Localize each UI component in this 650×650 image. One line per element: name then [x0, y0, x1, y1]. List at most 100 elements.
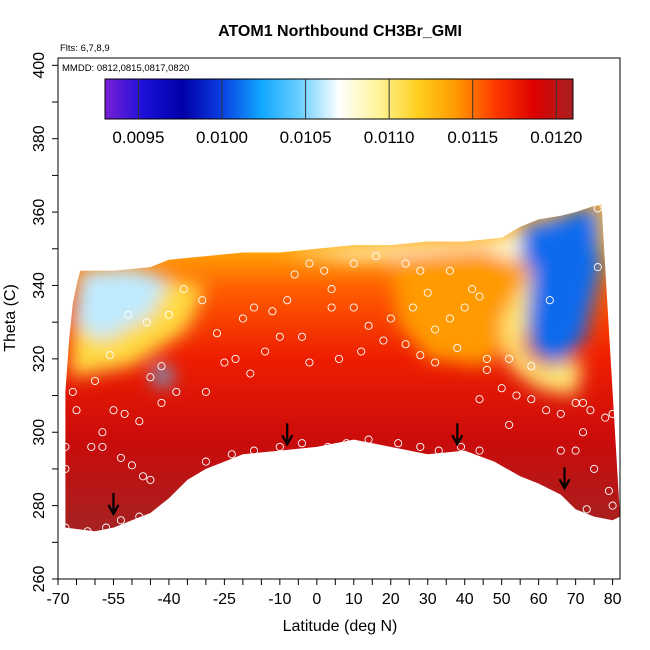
- sample-point: [371, 252, 381, 261]
- sample-point: [327, 285, 336, 294]
- x-axis: -70 -55 -40 -25 -10 0 10 20 30 40 50 60 70 80: [46, 579, 622, 608]
- sample-point: [408, 303, 417, 312]
- sample-point: [90, 376, 100, 385]
- sample-point: [445, 314, 454, 323]
- sample-point: [545, 296, 554, 305]
- sample-point: [164, 310, 173, 319]
- sample-point: [349, 303, 358, 312]
- sample-point: [275, 442, 284, 451]
- plot-area: [61, 204, 620, 536]
- sample-point: [146, 373, 155, 382]
- colorbar-tick-label: 0.0105: [280, 128, 332, 147]
- sample-point: [290, 270, 299, 279]
- x-tick-label: -55: [102, 591, 125, 608]
- sample-point: [556, 446, 565, 455]
- sample-point: [268, 307, 277, 316]
- x-axis-title: Latitude (deg N): [283, 618, 398, 635]
- sample-point: [505, 420, 514, 429]
- dates-note: MMDD: 0812,0815,0817,0820: [62, 63, 189, 74]
- y-tick-label: 320: [31, 345, 48, 372]
- sample-point: [482, 354, 491, 363]
- down-arrow: [107, 492, 120, 517]
- sample-point: [61, 523, 70, 532]
- y-tick-label: 340: [31, 272, 48, 299]
- colorbar-tick-label: 0.0100: [196, 128, 248, 147]
- field-zone-north-margin-yellow: [501, 267, 583, 396]
- sample-point: [135, 512, 144, 521]
- sample-point: [379, 336, 388, 345]
- sample-point: [416, 266, 425, 275]
- sample-point: [327, 303, 336, 312]
- sample-point: [386, 314, 395, 323]
- sample-point: [179, 285, 188, 294]
- y-tick-label: 360: [31, 199, 48, 226]
- sample-point: [116, 453, 125, 462]
- sample-point: [542, 406, 551, 415]
- sample-point: [431, 325, 440, 334]
- x-tick-label: 70: [567, 591, 585, 608]
- sample-point: [157, 362, 166, 371]
- sample-point: [146, 475, 155, 484]
- y-tick-label: 260: [31, 566, 48, 593]
- sample-point: [349, 259, 358, 268]
- x-tick-label: 40: [456, 591, 474, 608]
- sample-point: [556, 409, 565, 418]
- down-arrow: [451, 423, 464, 447]
- sample-point: [468, 285, 477, 294]
- field-zone-low-ch3br-north: [520, 204, 602, 367]
- sample-point: [593, 204, 602, 213]
- field-zones: [69, 204, 602, 396]
- sample-point: [220, 358, 229, 367]
- sample-point: [201, 387, 210, 396]
- y-tick-label: 380: [31, 125, 48, 152]
- x-tick-label: 0: [312, 591, 321, 608]
- sample-point: [98, 428, 107, 437]
- sample-point: [305, 259, 314, 268]
- sample-point: [401, 340, 410, 349]
- x-tick-label: -25: [213, 591, 236, 608]
- field-zone-low-ch3br-south-pocket: [154, 366, 173, 385]
- sample-point: [586, 406, 595, 415]
- sample-point: [105, 351, 114, 360]
- x-tick-label: 30: [419, 591, 437, 608]
- sample-point: [120, 409, 129, 418]
- down-arrow: [558, 467, 571, 491]
- plot-frame: [57, 57, 621, 580]
- sample-point: [201, 457, 210, 466]
- sample-point: [582, 505, 591, 514]
- sample-point: [102, 523, 111, 532]
- sample-point: [231, 354, 240, 363]
- sample-point: [227, 450, 236, 459]
- colorbar-ticks: 0.0095 0.0100 0.0105 0.0110 0.0115 0.0120: [112, 79, 582, 147]
- sample-point: [497, 384, 506, 393]
- x-tick-label: 10: [345, 591, 363, 608]
- y-axis: 260 280 300 320 340 360 380 400: [31, 52, 58, 592]
- sample-point: [238, 314, 247, 323]
- sample-point: [505, 354, 514, 363]
- sample-point: [460, 303, 469, 312]
- sample-point: [456, 442, 466, 451]
- arrow-markers: [107, 423, 571, 517]
- sample-point: [297, 332, 307, 341]
- sample-point: [323, 442, 332, 451]
- sample-point: [578, 428, 588, 437]
- sample-point: [61, 464, 70, 473]
- sample-point: [172, 387, 181, 396]
- x-tick-label: 50: [493, 591, 511, 608]
- y-tick-label: 300: [31, 419, 48, 446]
- sample-point: [334, 354, 344, 363]
- sample-point: [401, 259, 410, 268]
- colorbar-tick-label: 0.0120: [530, 128, 582, 147]
- x-tick-label: -10: [268, 591, 291, 608]
- sample-point: [423, 288, 432, 297]
- sample-point: [212, 329, 222, 338]
- sample-point: [434, 446, 443, 455]
- sample-point: [475, 395, 484, 404]
- sample-point: [475, 292, 484, 301]
- sample-point: [571, 446, 580, 455]
- down-arrow: [281, 423, 294, 447]
- sample-point: [608, 409, 617, 418]
- sample-point: [527, 395, 536, 404]
- sample-point: [72, 406, 81, 415]
